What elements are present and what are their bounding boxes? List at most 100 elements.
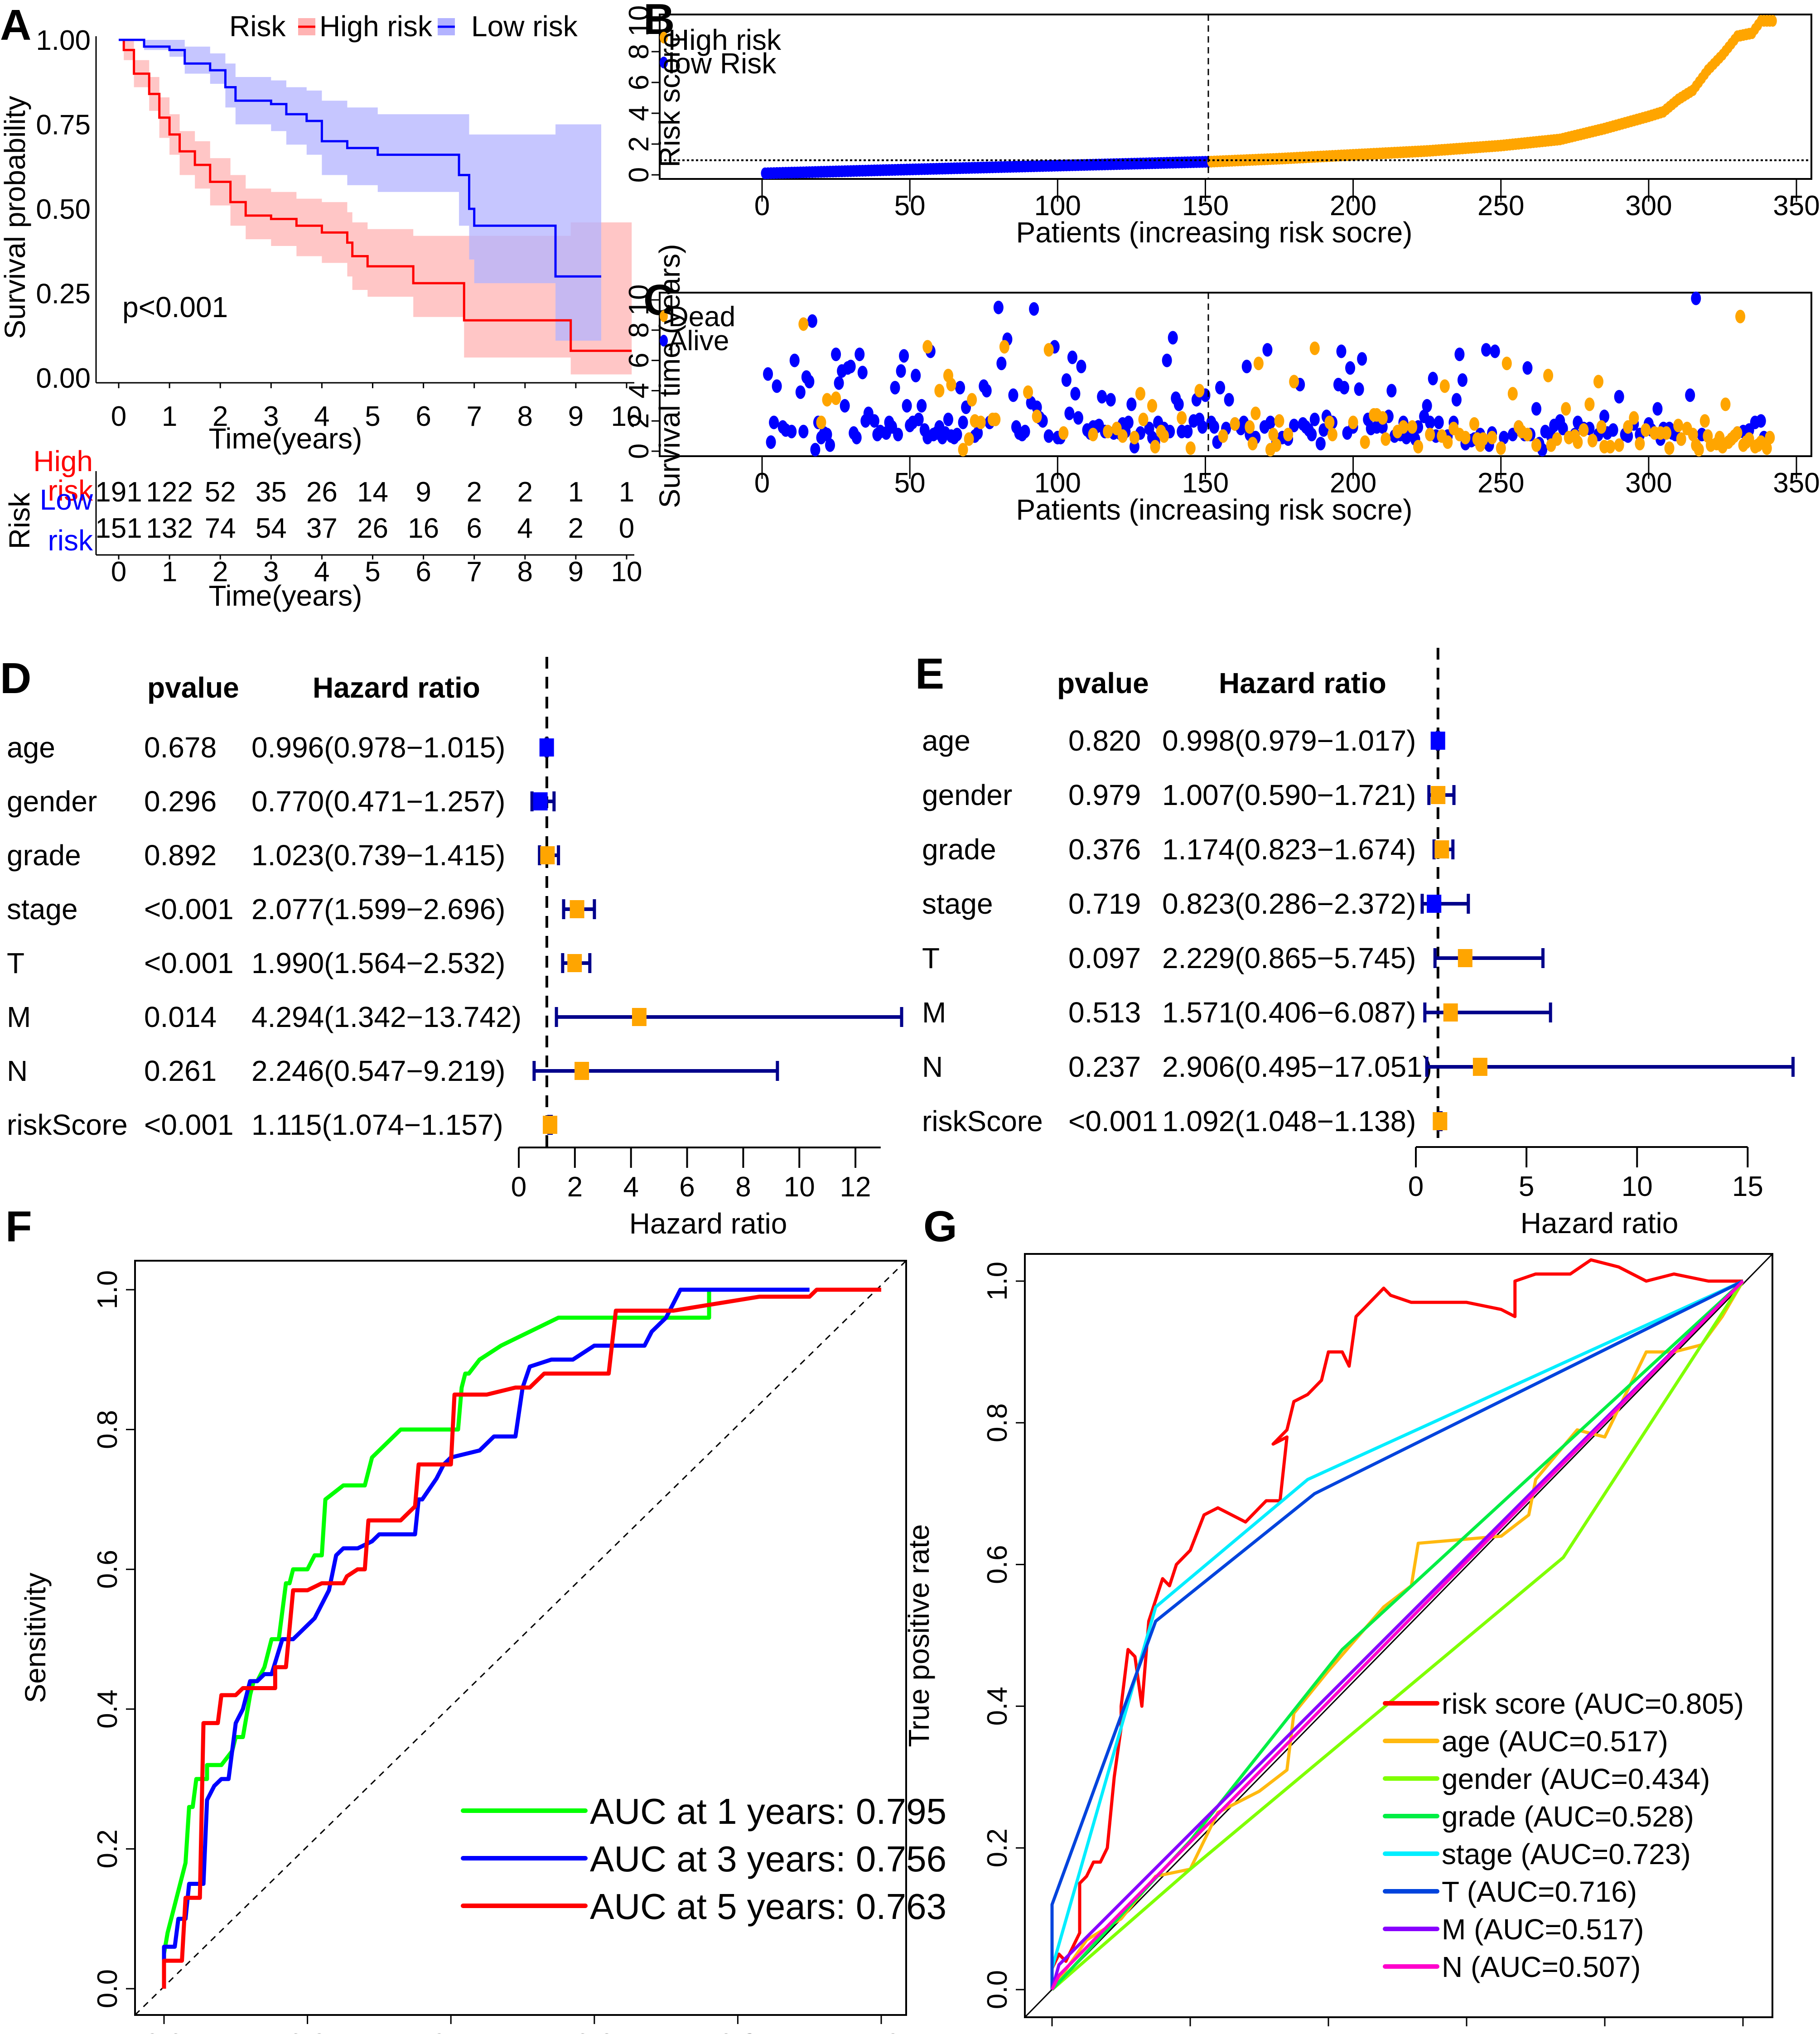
hazard-ratio-ci: 1.115(1.074−1.157) <box>251 1109 503 1141</box>
risk-table-count: 151 <box>95 513 142 544</box>
point-alive <box>1531 402 1541 416</box>
point-dead <box>1531 438 1541 452</box>
point-alive <box>1339 381 1350 395</box>
point-alive <box>1067 350 1077 364</box>
pvalue: 0.376 <box>1068 833 1141 866</box>
point-dead <box>1635 437 1645 451</box>
point-alive <box>1336 344 1347 358</box>
point-dead <box>1413 439 1424 453</box>
x-axis-title: Hazard ratio <box>629 1207 787 1240</box>
point-alive <box>1451 393 1462 407</box>
pvalue: 0.014 <box>144 1001 217 1033</box>
x-tick-label: 8 <box>735 1171 751 1203</box>
point-dead <box>1283 428 1294 442</box>
hazard-ratio-marker <box>1443 1003 1458 1022</box>
point-dead <box>1023 385 1033 399</box>
hazard-ratio-ci: 0.998(0.979−1.017) <box>1162 724 1416 757</box>
point-alive <box>1354 382 1364 396</box>
legend-label: stage (AUC=0.723) <box>1442 1838 1691 1870</box>
point-dead <box>1762 441 1772 455</box>
point-dead <box>1218 429 1228 443</box>
point-dead <box>1147 399 1158 413</box>
point-dead <box>999 340 1009 354</box>
point-alive <box>825 438 835 452</box>
point-alive <box>1691 291 1701 305</box>
y-axis-title: True positive rate <box>903 1524 935 1747</box>
point-alive <box>795 385 806 399</box>
point-alive <box>993 300 1004 314</box>
risk-table-group-label: risk <box>48 524 93 557</box>
forest-row: riskScore <0.001 1.115(1.074−1.157) <box>7 1109 558 1141</box>
y-tick-label: 6 <box>623 352 655 368</box>
point-alive <box>1162 353 1172 367</box>
y-tick-label: 0.8 <box>92 1410 123 1449</box>
x-tick-label: 4 <box>623 1171 638 1203</box>
hazard-ratio-marker <box>1458 949 1472 967</box>
y-tick-label: 8 <box>623 323 655 338</box>
x-axis-title: Patients (increasing risk socre) <box>1016 216 1413 249</box>
point-dead <box>1688 428 1698 442</box>
point-alive <box>1599 410 1610 424</box>
x-tick-label: 5 <box>1519 1171 1534 1202</box>
x-tick-label: 0.6 <box>1447 2031 1486 2034</box>
point-alive <box>1097 390 1107 404</box>
point-alive <box>1020 424 1030 439</box>
hazard-ratio-marker <box>567 954 582 972</box>
plot-frame <box>134 1260 907 2016</box>
variable-label: N <box>922 1051 943 1083</box>
x-tick-label: 250 <box>1477 190 1524 222</box>
point-dead <box>1360 435 1370 449</box>
risk-table-x-tick-label: 6 <box>415 556 431 588</box>
roc-curve <box>1050 1279 1744 1990</box>
risk-table-count: 122 <box>146 477 193 508</box>
x-tick-label: 0 <box>1408 1171 1424 1202</box>
hazard-ratio-ci: 1.092(1.048−1.138) <box>1162 1105 1416 1137</box>
forest-row: age 0.678 0.996(0.978−1.015) <box>7 731 554 764</box>
point-dead <box>1699 414 1710 428</box>
point-alive <box>1481 343 1492 357</box>
point-alive <box>890 381 900 395</box>
point-dead <box>934 384 945 398</box>
point-alive <box>822 428 832 442</box>
x-tick-label: 15 <box>1732 1171 1763 1202</box>
point-dead <box>1289 375 1299 389</box>
point-alive <box>1434 415 1444 429</box>
point-dead <box>1732 426 1743 440</box>
y-tick-label: 0.00 <box>36 363 91 394</box>
point-alive <box>1029 302 1039 316</box>
point-dead <box>1623 420 1633 434</box>
roc-curve <box>162 1287 810 1989</box>
point-alive <box>943 412 953 426</box>
survival-curve-high-risk <box>119 39 632 352</box>
point-dead <box>1058 426 1069 440</box>
roc-curve <box>1051 1280 1744 1991</box>
point-dead <box>1584 397 1595 411</box>
point-dead <box>1605 439 1616 453</box>
point-alive <box>1386 384 1397 398</box>
point-alive <box>807 314 817 328</box>
risk-table-x-tick-label: 1 <box>162 556 177 588</box>
point-alive <box>845 359 856 373</box>
variable-label: T <box>922 942 940 974</box>
point-alive <box>1224 393 1234 407</box>
hazard-ratio-marker <box>1431 786 1446 804</box>
x-tick-label: 250 <box>1477 468 1524 499</box>
risk-table-count: 2 <box>517 477 533 508</box>
forest-row: riskScore <0.001 1.092(1.048−1.138) <box>922 1105 1448 1137</box>
x-tick-label: 0.2 <box>1171 2031 1210 2034</box>
risk-table-count: 1 <box>568 477 584 508</box>
point-alive <box>1073 411 1083 425</box>
x-tick-label: 0.4 <box>1309 2031 1348 2034</box>
x-tick-label: 100 <box>1034 190 1081 222</box>
variable-label: gender <box>7 785 97 818</box>
point-dead <box>1250 406 1261 420</box>
y-axis-title: Survival probability <box>0 96 31 339</box>
y-tick-label: 0.2 <box>982 1828 1013 1867</box>
forest-row: grade 0.892 1.023(0.739−1.415) <box>7 839 560 872</box>
risk-table-x-tick-label: 2 <box>212 556 228 588</box>
hazard-ratio-marker <box>1434 840 1449 858</box>
forest-row: M 0.014 4.294(1.342−13.742) <box>7 1001 903 1033</box>
point-dead <box>1443 435 1453 449</box>
point-alive <box>840 399 850 413</box>
